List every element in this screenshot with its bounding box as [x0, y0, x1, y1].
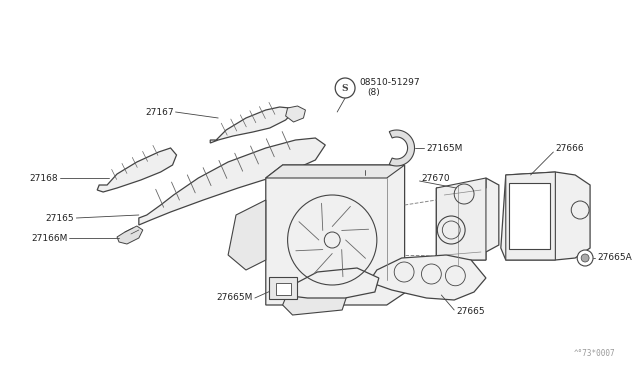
Circle shape — [335, 78, 355, 98]
Polygon shape — [266, 165, 404, 305]
FancyBboxPatch shape — [269, 277, 296, 299]
Text: 27165M: 27165M — [426, 144, 463, 153]
Polygon shape — [117, 226, 143, 244]
Polygon shape — [211, 107, 294, 143]
Text: ^°73*0007: ^°73*0007 — [573, 349, 615, 358]
Circle shape — [577, 250, 593, 266]
Polygon shape — [97, 148, 177, 192]
Polygon shape — [266, 165, 404, 178]
Polygon shape — [228, 200, 266, 270]
Polygon shape — [501, 172, 590, 260]
Polygon shape — [139, 138, 325, 225]
Text: S: S — [342, 83, 348, 93]
Polygon shape — [506, 172, 556, 260]
Text: 27168: 27168 — [29, 173, 58, 183]
Polygon shape — [436, 178, 486, 260]
Polygon shape — [278, 268, 379, 298]
Text: 27665M: 27665M — [216, 294, 253, 302]
Polygon shape — [285, 106, 305, 122]
Circle shape — [581, 254, 589, 262]
Text: 27665: 27665 — [456, 308, 485, 317]
Text: 08510-51297: 08510-51297 — [359, 77, 420, 87]
Text: 27665A: 27665A — [597, 253, 632, 263]
Polygon shape — [283, 285, 347, 315]
Polygon shape — [436, 178, 499, 260]
Text: 27666: 27666 — [556, 144, 584, 153]
FancyBboxPatch shape — [276, 283, 291, 295]
Text: 27167: 27167 — [145, 108, 173, 116]
Polygon shape — [369, 255, 486, 300]
Text: 27670: 27670 — [422, 173, 450, 183]
Text: 27165: 27165 — [45, 214, 74, 222]
Polygon shape — [389, 130, 415, 166]
FancyBboxPatch shape — [509, 183, 550, 249]
Text: 27166M: 27166M — [31, 234, 67, 243]
Text: (8): (8) — [367, 87, 380, 96]
